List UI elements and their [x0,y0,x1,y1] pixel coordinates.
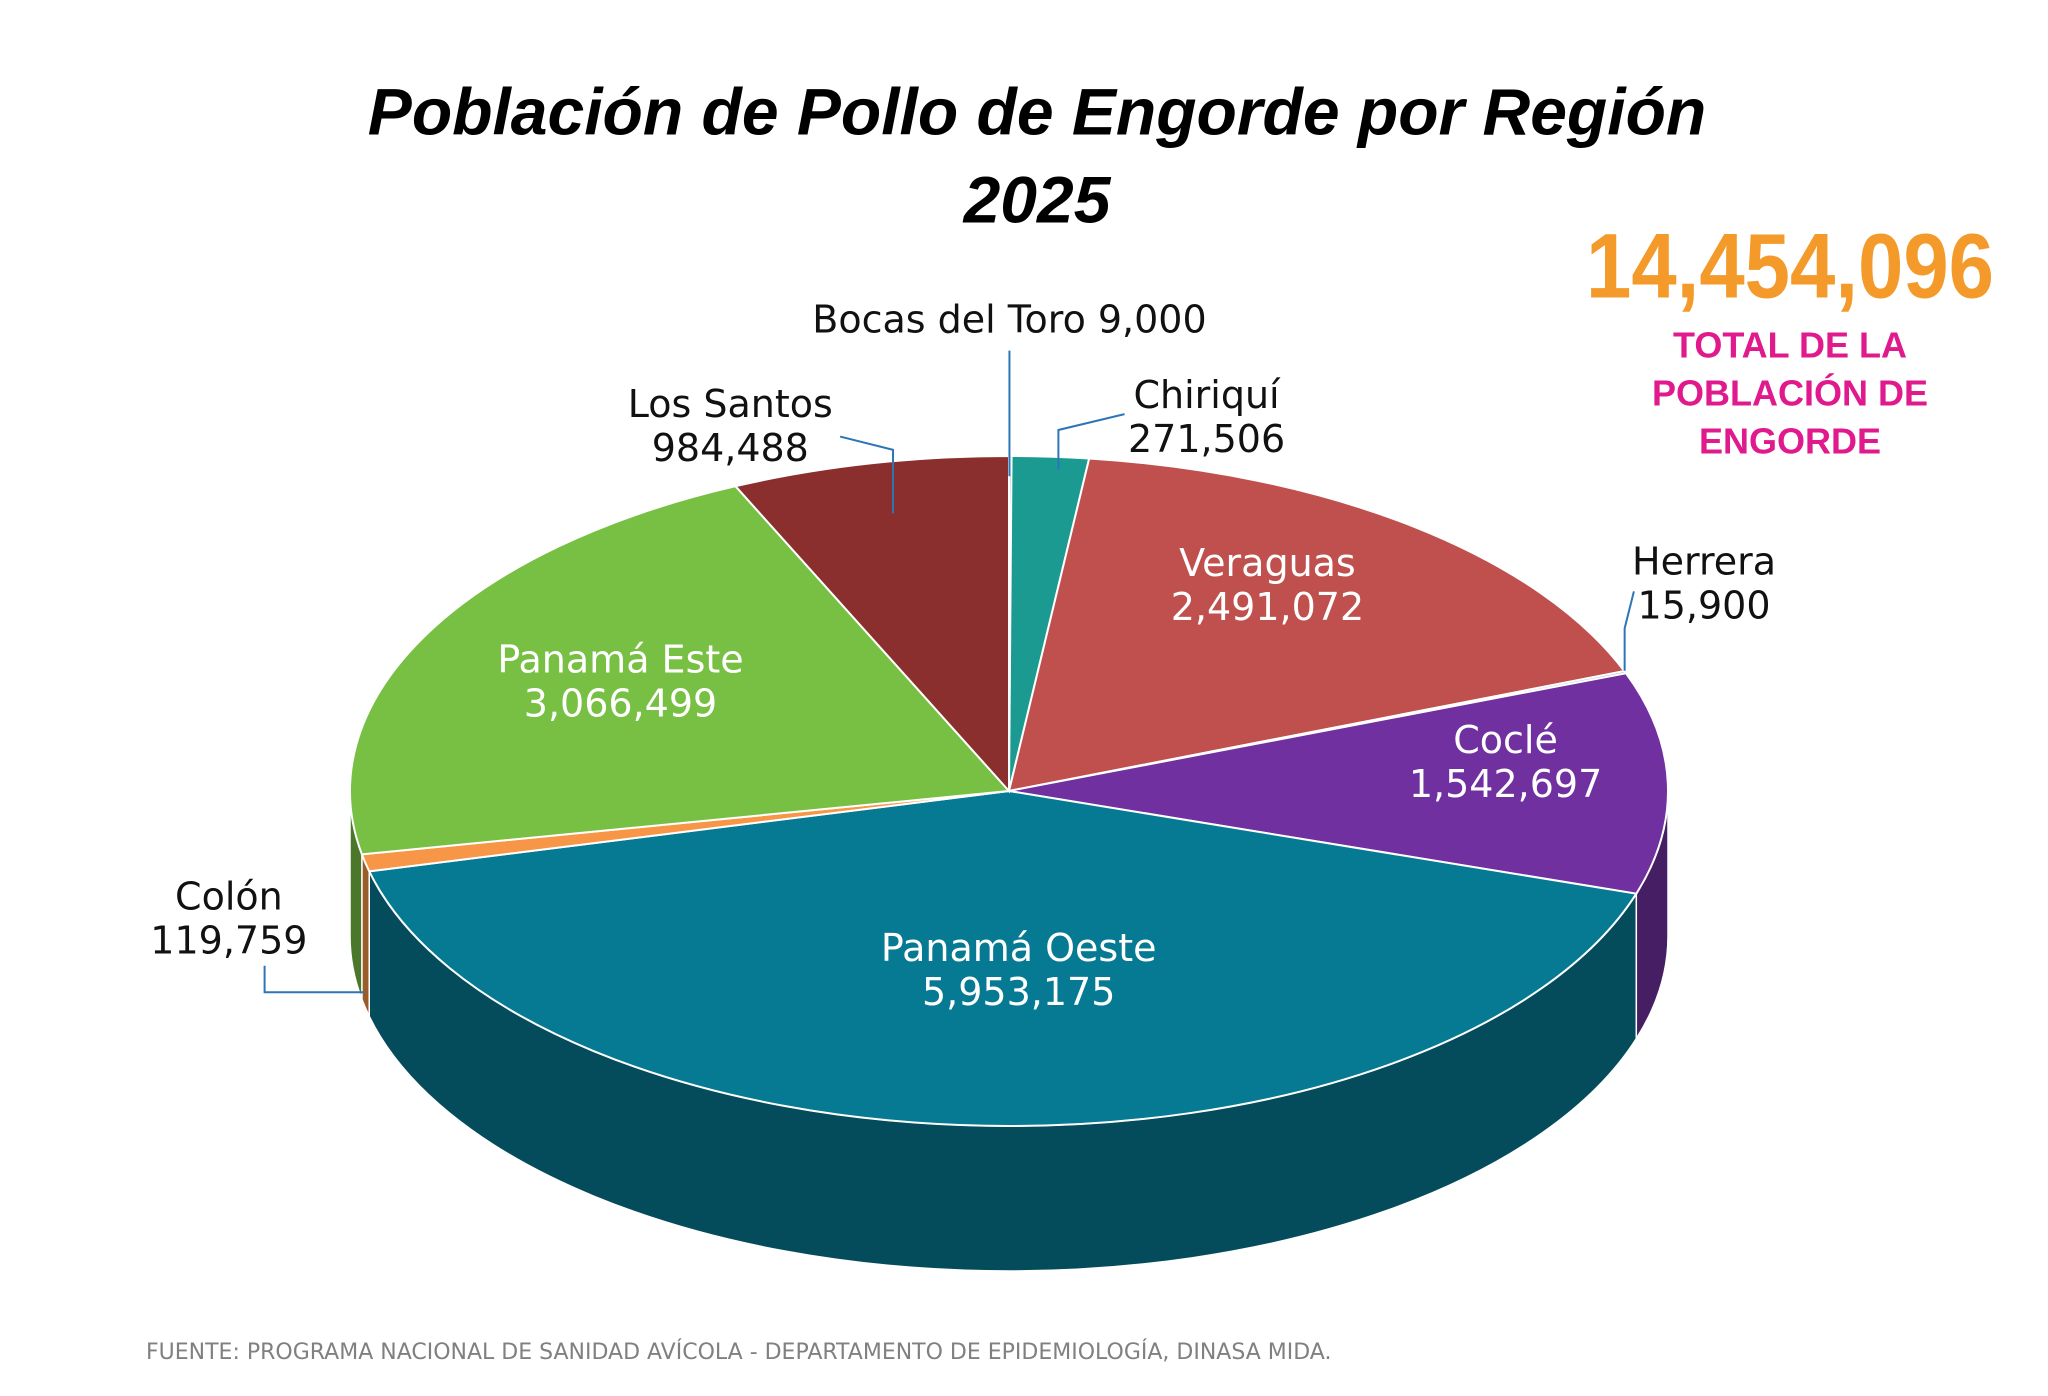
leader-line [839,435,895,514]
label-name: Panamá Oeste [881,925,1157,969]
label-value: 9,000 [1098,297,1207,341]
data-label: Bocas del Toro 9,000 [812,297,1206,341]
leader-line [1623,591,1635,671]
data-label: Herrera 15,900 [1632,539,1776,627]
label-name: Herrera [1632,539,1776,583]
data-label: Veraguas 2,491,072 [1171,540,1364,628]
label-name: Coclé [1453,718,1558,762]
slice [1007,457,1627,793]
label-value: 2,491,072 [1171,584,1364,628]
label-value: 1,542,697 [1409,762,1602,806]
slice [1008,672,1669,895]
total-value: 14,454,096 [1586,215,1994,317]
total-caption: ENGORDE [1699,421,1881,462]
slice [367,789,1638,1127]
leader-line [1057,413,1125,470]
total-caption: TOTAL DE LA [1673,325,1907,366]
label-name: Panamá Este [497,637,743,681]
data-label: Panamá Este 3,066,499 [497,637,743,725]
label-name: Veraguas [1179,540,1356,584]
slice [733,454,1010,794]
label-value: 3,066,499 [524,681,717,725]
labels: Bocas del Toro 9,000 Chiriquí 271,506 Veragu… [150,297,1776,1013]
data-label: Los Santos 984,488 [628,382,833,470]
label-name: Chiriquí [1134,372,1282,416]
label-name: Colón [175,874,283,918]
data-label: Coclé 1,542,697 [1409,718,1602,806]
total-caption: POBLACIÓN DE [1652,372,1928,414]
label-value: 5,953,175 [922,969,1115,1013]
data-label: Panamá Oeste 5,953,175 [881,925,1157,1013]
data-label: Colón 119,759 [150,874,307,962]
label-name: Bocas del Toro [812,297,1086,341]
leader-line [263,965,364,994]
data-label: Chiriquí 271,506 [1128,372,1285,460]
pie [349,454,1669,1272]
label-value: 271,506 [1128,416,1285,460]
chart-subtitle: 2025 [962,162,1112,236]
slice [349,485,1012,856]
source-note: FUENTE: PROGRAMA NACIONAL DE SANIDAD AVÍ… [146,1339,1331,1365]
label-name: Los Santos [628,382,833,426]
chart-title: Población de Pollo de Engorde por Región [368,74,1706,148]
label-value: 15,900 [1638,583,1771,627]
label-value: 984,488 [652,426,809,470]
label-value: 119,759 [150,918,307,962]
